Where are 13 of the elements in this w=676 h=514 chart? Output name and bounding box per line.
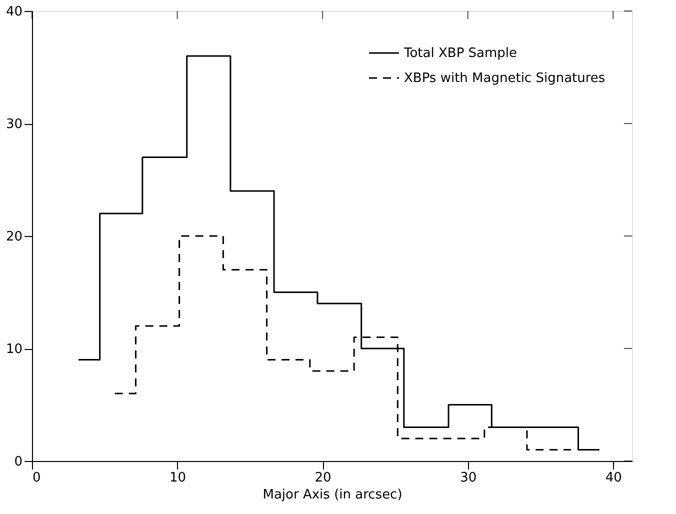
y-tick-label: 10 (6, 342, 22, 357)
x-tick-label: 40 (605, 470, 622, 486)
x-tick-label: 20 (314, 470, 332, 486)
y-tick-label: 0 (14, 454, 22, 470)
y-tick-label: 40 (6, 4, 22, 20)
x-axis-title: Major Axis (in arcsec) (262, 488, 402, 502)
y-tick-label: 20 (6, 230, 22, 244)
legend-label: Total XBP Sample (403, 46, 518, 61)
x-tick-label: 30 (460, 470, 477, 486)
x-tick-label: 10 (170, 470, 186, 486)
legend-label: XBPs with Magnetic Signatures (404, 71, 606, 86)
x-tick-label: 0 (32, 470, 41, 486)
y-tick-label: 30 (6, 117, 22, 132)
